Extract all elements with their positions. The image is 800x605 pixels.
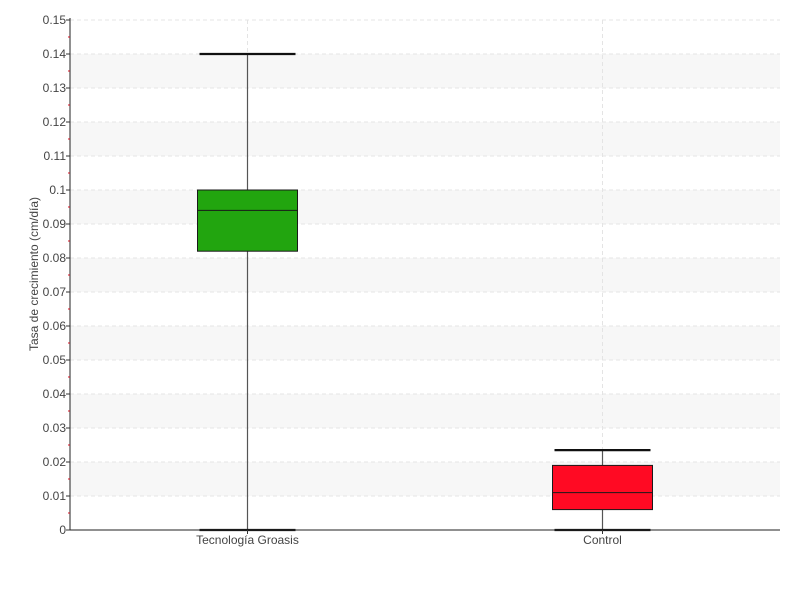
y-tick-label: 0.09: [43, 217, 67, 231]
y-tick-label: 0.03: [43, 421, 67, 435]
y-tick-label: 0.08: [43, 251, 67, 265]
box-iqr: [552, 464, 653, 511]
grid-band: [70, 394, 780, 428]
x-tick-label: Control: [583, 533, 622, 547]
y-tick-label: 0.1: [49, 183, 66, 197]
y-tick-label: 0.02: [43, 455, 67, 469]
y-tick-label: 0.13: [43, 81, 67, 95]
y-tick-label: 0.11: [44, 149, 67, 163]
y-tick-label: 0.05: [43, 353, 67, 367]
grid-bands: [70, 54, 780, 496]
y-tick-label: 0.15: [43, 13, 67, 27]
y-tick-label: 0.04: [43, 387, 67, 401]
grid-band: [70, 122, 780, 156]
grid-band: [70, 54, 780, 88]
y-tick-label: 0.06: [43, 319, 67, 333]
y-ticks: 0 0.01 0.02 0.03 0.04 0.05 0.06 0.07 0.08 0.09 0.1…: [43, 13, 70, 537]
grid-band: [70, 258, 780, 292]
y-axis-title: Tasa de crecimiento (cm/día): [27, 197, 41, 351]
grid-band: [70, 190, 780, 224]
y-tick-label: 0: [59, 523, 66, 537]
y-tick-label: 0.07: [43, 285, 67, 299]
y-tick-label: 0.14: [43, 47, 67, 61]
grid-band: [70, 462, 780, 496]
x-ticks: Tecnología Groasis Control: [196, 530, 622, 547]
y-tick-label: 0.12: [43, 115, 67, 129]
box-1: [197, 52, 298, 532]
y-tick-label: 0.01: [43, 489, 67, 503]
grid-band: [70, 326, 780, 360]
x-tick-label: Tecnología Groasis: [196, 533, 299, 547]
box-iqr: [197, 189, 298, 252]
